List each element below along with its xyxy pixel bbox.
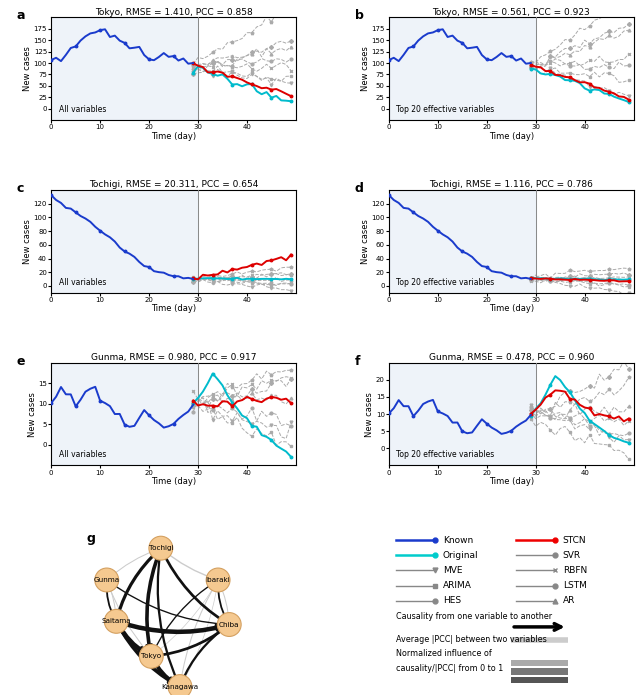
Text: d: d (355, 182, 364, 195)
Text: Tochigi: Tochigi (148, 545, 173, 551)
Circle shape (95, 568, 118, 592)
FancyBboxPatch shape (511, 668, 568, 675)
Title: Tochigi, RMSE = 20.311, PCC = 0.654: Tochigi, RMSE = 20.311, PCC = 0.654 (89, 180, 259, 189)
Title: Gunma, RMSE = 0.478, PCC = 0.960: Gunma, RMSE = 0.478, PCC = 0.960 (429, 353, 594, 362)
Y-axis label: New cases: New cases (23, 219, 32, 264)
Circle shape (168, 675, 192, 698)
Text: All variables: All variables (58, 278, 106, 287)
Circle shape (104, 609, 128, 633)
Text: Saitama: Saitama (102, 618, 131, 624)
Text: ARIMA: ARIMA (443, 581, 472, 590)
Text: RBFN: RBFN (563, 566, 587, 575)
Text: Ibaraki: Ibaraki (205, 577, 230, 583)
Text: causality/|PCC| from 0 to 1: causality/|PCC| from 0 to 1 (396, 664, 504, 673)
Text: a: a (17, 9, 26, 22)
Text: Top 20 effective variables: Top 20 effective variables (396, 105, 495, 114)
Text: Average |PCC| between two variables: Average |PCC| between two variables (396, 635, 547, 644)
Text: Causality from one variable to another: Causality from one variable to another (396, 611, 552, 621)
Text: AR: AR (563, 596, 575, 605)
Text: Kanagawa: Kanagawa (161, 683, 198, 690)
Y-axis label: New cases: New cases (361, 46, 370, 91)
Bar (389, 190, 536, 292)
Title: Gunma, RMSE = 0.980, PCC = 0.917: Gunma, RMSE = 0.980, PCC = 0.917 (91, 353, 256, 362)
Text: Original: Original (443, 551, 478, 560)
Text: Tokyo: Tokyo (141, 653, 161, 660)
FancyBboxPatch shape (511, 677, 568, 683)
Text: Top 20 effective variables: Top 20 effective variables (396, 450, 495, 459)
Text: Normalized influence of: Normalized influence of (396, 649, 492, 658)
Y-axis label: New cases: New cases (361, 219, 370, 264)
Text: f: f (355, 355, 360, 368)
Text: MVE: MVE (443, 566, 462, 575)
Text: STCN: STCN (563, 536, 586, 544)
X-axis label: Time (day): Time (day) (151, 132, 196, 140)
Y-axis label: New cases: New cases (28, 392, 36, 436)
FancyBboxPatch shape (511, 660, 568, 666)
Text: All variables: All variables (58, 450, 106, 459)
Circle shape (140, 644, 163, 668)
Bar (389, 17, 536, 120)
Text: Known: Known (443, 536, 473, 544)
Y-axis label: New cases: New cases (23, 46, 32, 91)
Text: Gunma: Gunma (93, 577, 120, 583)
Text: All variables: All variables (58, 105, 106, 114)
Title: Tokyo, RMSE = 1.410, PCC = 0.858: Tokyo, RMSE = 1.410, PCC = 0.858 (95, 8, 252, 17)
Text: LSTM: LSTM (563, 581, 586, 590)
Text: e: e (17, 355, 26, 368)
Text: g: g (86, 533, 95, 545)
Bar (389, 363, 536, 466)
X-axis label: Time (day): Time (day) (151, 477, 196, 486)
X-axis label: Time (day): Time (day) (151, 304, 196, 313)
Y-axis label: New cases: New cases (365, 392, 374, 436)
Bar (51, 190, 198, 292)
Text: Top 20 effective variables: Top 20 effective variables (396, 278, 495, 287)
Circle shape (149, 536, 173, 560)
Text: HES: HES (443, 596, 461, 605)
X-axis label: Time (day): Time (day) (489, 132, 534, 140)
Title: Tochigi, RMSE = 1.116, PCC = 0.786: Tochigi, RMSE = 1.116, PCC = 0.786 (429, 180, 593, 189)
Text: c: c (17, 182, 24, 195)
Text: Chiba: Chiba (219, 621, 239, 628)
Bar (51, 363, 198, 466)
Circle shape (218, 613, 241, 637)
X-axis label: Time (day): Time (day) (489, 477, 534, 486)
Circle shape (206, 568, 230, 592)
Title: Tokyo, RMSE = 0.561, PCC = 0.923: Tokyo, RMSE = 0.561, PCC = 0.923 (433, 8, 590, 17)
Text: SVR: SVR (563, 551, 580, 560)
Text: b: b (355, 9, 364, 22)
X-axis label: Time (day): Time (day) (489, 304, 534, 313)
Bar (51, 17, 198, 120)
